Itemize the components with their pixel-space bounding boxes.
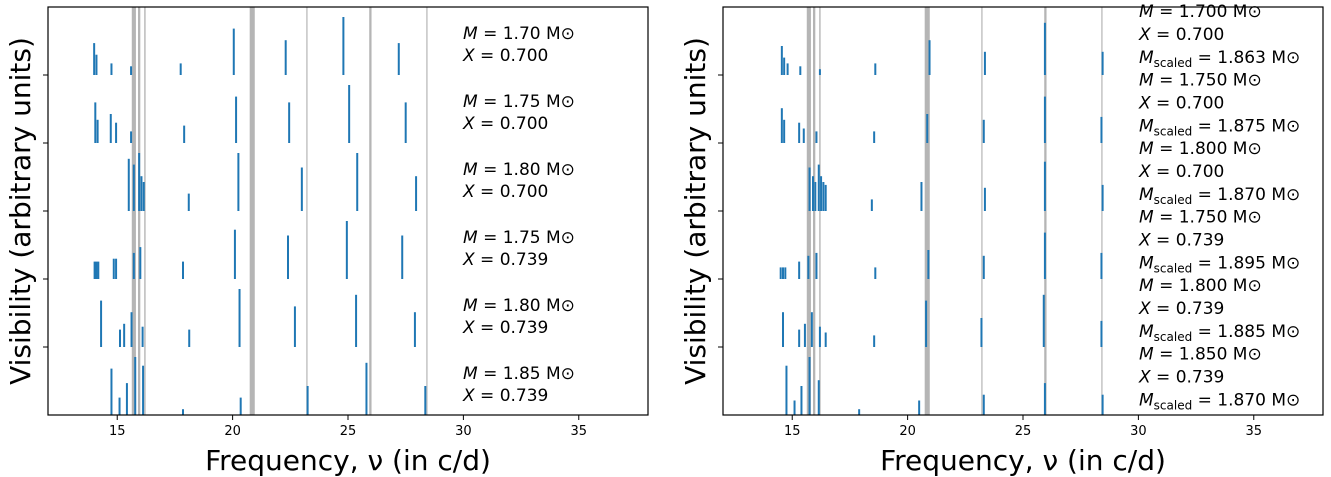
row-annotation: M = 1.750 M⊙ X = 0.739 Mscaled = 1.895 M⊙ (1138, 208, 1300, 276)
annotation-line: X = 0.700 (1138, 25, 1224, 45)
model-row-4 (127, 153, 418, 211)
model-row-1 (785, 357, 1104, 415)
row-annotation: M = 1.75 M⊙X = 0.739 (462, 228, 575, 270)
model-row-5 (94, 85, 407, 143)
annotation-line: M = 1.800 M⊙ (1139, 276, 1262, 296)
annotation-line: Mscaled = 1.885 M⊙ (1139, 322, 1300, 344)
row-annotation: M = 1.800 M⊙ X = 0.700 Mscaled = 1.870 M⊙ (1138, 139, 1300, 207)
annotation-line: X = 0.700 (1138, 94, 1224, 114)
annotation-line: M = 1.850 M⊙ (1139, 345, 1262, 365)
annotation-line: M = 1.750 M⊙ (1139, 208, 1262, 228)
model-row-5 (780, 96, 1103, 143)
annotation-line: X = 0.700 (462, 114, 548, 134)
annotation-line: X = 0.700 (1138, 162, 1224, 182)
x-tick-label: 25 (1015, 424, 1032, 439)
x-tick-label: 35 (1245, 424, 1262, 439)
annotation-line: Mscaled = 1.895 M⊙ (1139, 254, 1300, 276)
model-row-6 (780, 22, 1104, 75)
x-tick-label: 15 (109, 424, 126, 439)
annotation-line: M = 1.80 M⊙ (463, 160, 575, 180)
row-annotation: M = 1.800 M⊙ X = 0.739 Mscaled = 1.885 M⊙ (1138, 276, 1300, 344)
observed-frequency-band (981, 7, 983, 415)
model-row-6 (93, 17, 400, 75)
x-tick-label: 15 (784, 424, 801, 439)
annotation-line: M = 1.85 M⊙ (463, 364, 575, 384)
x-tick-label: 30 (1130, 424, 1147, 439)
annotation-line: X = 0.739 (1138, 299, 1224, 319)
model-row-4 (808, 161, 1104, 211)
x-tick-label: 20 (224, 424, 241, 439)
annotation-line: X = 0.700 (462, 46, 548, 66)
row-annotation: M = 1.750 M⊙ X = 0.700 Mscaled = 1.875 M⊙ (1138, 71, 1300, 139)
observed-frequency-band (426, 7, 428, 415)
model-row-2 (782, 294, 1103, 347)
x-tick-label: 25 (340, 424, 357, 439)
annotation-line: M = 1.750 M⊙ (1139, 71, 1262, 91)
model-row-3 (779, 232, 1103, 279)
observed-frequency-band (924, 7, 930, 415)
observed-frequency-band (819, 7, 821, 415)
model-row-2 (100, 289, 416, 347)
annotation-line: Mscaled = 1.870 M⊙ (1139, 185, 1300, 207)
row-annotation: M = 1.80 M⊙X = 0.739 (462, 296, 575, 338)
row-annotation: M = 1.75 M⊙X = 0.700 (462, 92, 575, 134)
annotation-line: M = 1.70 M⊙ (463, 24, 575, 44)
annotation-line: M = 1.700 M⊙ (1139, 2, 1262, 22)
annotation-line: Mscaled = 1.875 M⊙ (1139, 117, 1300, 139)
y-axis-label: Visibility (arbitrary units) (4, 37, 37, 385)
x-axis-label: Frequency, ν (in c/d) (880, 444, 1166, 477)
row-annotation: M = 1.700 M⊙ X = 0.700 Mscaled = 1.863 M⊙ (1138, 2, 1300, 70)
annotation-line: Mscaled = 1.863 M⊙ (1139, 48, 1300, 70)
model-row-1 (110, 357, 427, 415)
annotation-line: X = 0.739 (1138, 368, 1224, 388)
annotation-line: X = 0.739 (1138, 231, 1224, 251)
annotation-line: X = 0.739 (462, 250, 548, 270)
annotation-line: X = 0.739 (462, 386, 548, 406)
annotation-line: M = 1.800 M⊙ (1139, 139, 1262, 159)
annotation-line: M = 1.75 M⊙ (463, 92, 575, 112)
observed-frequency-band (306, 7, 308, 415)
observed-frequency-band (144, 7, 146, 415)
x-tick-label: 20 (899, 424, 916, 439)
x-tick-label: 35 (570, 424, 587, 439)
annotation-line: M = 1.80 M⊙ (463, 296, 575, 316)
model-row-3 (93, 221, 404, 279)
x-tick-label: 30 (455, 424, 472, 439)
annotation-line: M = 1.75 M⊙ (463, 228, 575, 248)
observed-frequency-band (813, 7, 816, 415)
row-annotation: M = 1.850 M⊙ X = 0.739 Mscaled = 1.870 M⊙ (1138, 345, 1300, 413)
observed-frequency-band (249, 7, 255, 415)
observed-frequency-band (369, 7, 372, 415)
row-annotation: M = 1.80 M⊙X = 0.700 (462, 160, 575, 202)
row-annotation: M = 1.85 M⊙X = 0.739 (462, 364, 575, 406)
x-axis-label: Frequency, ν (in c/d) (205, 444, 491, 477)
annotation-line: X = 0.739 (462, 318, 548, 338)
annotation-line: X = 0.700 (462, 182, 548, 202)
row-annotation: M = 1.70 M⊙X = 0.700 (462, 24, 575, 66)
annotation-line: Mscaled = 1.870 M⊙ (1139, 391, 1300, 413)
y-axis-label: Visibility (arbitrary units) (679, 37, 712, 385)
